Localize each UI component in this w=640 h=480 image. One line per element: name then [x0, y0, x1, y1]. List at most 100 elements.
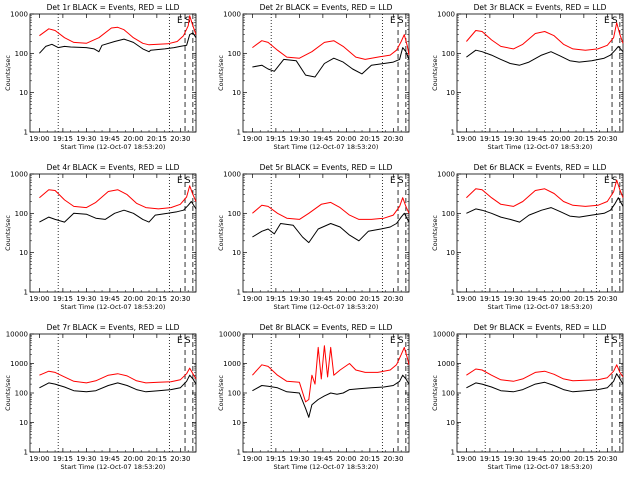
events-series-line: [252, 212, 410, 244]
x-axis-label: Start Time (12-Oct-07 18:53:20): [274, 143, 379, 151]
x-tick-label: 20:00: [336, 295, 356, 303]
y-tick-label: 1: [237, 289, 241, 297]
x-tick-label: 19:30: [76, 135, 96, 143]
x-tick-label: 20:30: [383, 455, 403, 463]
y-tick-label: 10: [232, 89, 241, 97]
events-series-line: [39, 32, 197, 54]
x-tick-label: 19:45: [100, 455, 120, 463]
x-tick-label: 19:30: [503, 295, 523, 303]
y-tick-label: 1000: [10, 360, 28, 368]
x-tick-label: 19:15: [480, 295, 500, 303]
x-tick-label: 19:30: [76, 455, 96, 463]
y-tick-label: 10: [446, 419, 455, 427]
x-tick-label: 20:15: [574, 295, 594, 303]
events-series-line: [466, 197, 624, 223]
marker-e-label: E: [177, 16, 183, 26]
lld-series-line: [39, 367, 197, 384]
x-tick-label: 19:00: [456, 135, 476, 143]
plot-frame: [29, 13, 197, 133]
marker-e-label: E: [604, 176, 610, 186]
marker-e-label: E: [177, 336, 183, 346]
plot-frame: [242, 333, 410, 453]
x-tick-label: 19:15: [266, 295, 286, 303]
panel-2: Det 2r BLACK = Events, RED = LLD 1 10 100 10…: [217, 3, 410, 151]
x-tick-label: 20:15: [360, 455, 380, 463]
x-tick-label: 19:15: [266, 455, 286, 463]
x-axis-label: Start Time (12-Oct-07 18:53:20): [61, 303, 166, 311]
x-tick-label: 19:30: [289, 295, 309, 303]
plot-frame: [456, 173, 624, 293]
panel-8: Det 8r BLACK = Events, RED = LLD 1 10 100 10…: [217, 323, 410, 471]
y-tick-label: 1: [451, 289, 455, 297]
x-tick-label: 20:15: [574, 135, 594, 143]
x-tick-label: 19:00: [456, 455, 476, 463]
events-series-line: [252, 374, 410, 418]
panel-title: Det 8r BLACK = Events, RED = LLD: [260, 323, 393, 332]
y-tick-label: 1: [24, 449, 28, 457]
marker-e-label: E: [390, 336, 396, 346]
y-axis-label: Counts/sec: [4, 55, 12, 91]
x-tick-label: 19:45: [313, 295, 333, 303]
x-tick-label: 19:45: [100, 295, 120, 303]
y-tick-label: 100: [15, 210, 28, 218]
lld-series-line: [466, 364, 624, 382]
y-tick-label: 100: [442, 210, 455, 218]
x-tick-label: 20:30: [597, 135, 617, 143]
panel-title: Det 7r BLACK = Events, RED = LLD: [47, 323, 180, 332]
y-tick-label: 100: [228, 210, 241, 218]
x-tick-label: 19:15: [480, 135, 500, 143]
x-tick-label: 20:00: [550, 455, 570, 463]
x-tick-label: 20:15: [360, 295, 380, 303]
x-tick-label: 19:15: [480, 455, 500, 463]
x-axis-label: Start Time (12-Oct-07 18:53:20): [61, 463, 166, 471]
y-tick-label: 100: [15, 50, 28, 58]
x-tick-label: 19:30: [76, 295, 96, 303]
y-tick-label: 1000: [223, 360, 241, 368]
x-tick-label: 20:15: [147, 455, 167, 463]
y-tick-label: 100: [442, 390, 455, 398]
y-tick-label: 1000: [10, 11, 28, 19]
events-series-line: [39, 201, 197, 223]
x-tick-label: 20:30: [170, 455, 190, 463]
y-tick-label: 10000: [433, 331, 455, 339]
y-tick-label: 1000: [437, 11, 455, 19]
marker-s-label: S: [612, 16, 618, 26]
x-tick-label: 19:15: [266, 135, 286, 143]
x-tick-label: 20:30: [170, 135, 190, 143]
marker-s-label: S: [398, 16, 404, 26]
y-tick-label: 1: [237, 129, 241, 137]
x-tick-label: 20:15: [574, 455, 594, 463]
x-tick-label: 19:45: [313, 455, 333, 463]
marker-s-label: S: [185, 176, 191, 186]
x-tick-label: 19:00: [242, 295, 262, 303]
x-tick-label: 19:30: [503, 135, 523, 143]
x-tick-label: 19:00: [242, 455, 262, 463]
lld-series-line: [39, 15, 197, 46]
y-tick-label: 10: [232, 419, 241, 427]
x-tick-label: 20:15: [147, 135, 167, 143]
panel-title: Det 4r BLACK = Events, RED = LLD: [47, 163, 180, 172]
marker-s-label: S: [612, 336, 618, 346]
y-tick-label: 10: [19, 419, 28, 427]
x-axis-label: Start Time (12-Oct-07 18:53:20): [488, 463, 593, 471]
x-tick-label: 20:00: [550, 295, 570, 303]
x-tick-label: 19:00: [29, 295, 49, 303]
x-tick-label: 20:30: [597, 295, 617, 303]
x-tick-label: 20:30: [597, 455, 617, 463]
panel-9: Det 9r BLACK = Events, RED = LLD 1 10 100 10…: [431, 323, 624, 471]
plot-frame: [29, 173, 197, 293]
marker-s-label: S: [185, 16, 191, 26]
x-tick-label: 20:30: [383, 135, 403, 143]
plot-frame: [242, 13, 410, 133]
y-axis-label: Counts/sec: [4, 215, 12, 251]
x-tick-label: 20:00: [336, 455, 356, 463]
y-axis-label: Counts/sec: [431, 215, 439, 251]
y-tick-label: 1000: [223, 11, 241, 19]
x-axis-label: Start Time (12-Oct-07 18:53:20): [274, 303, 379, 311]
marker-s-label: S: [398, 176, 404, 186]
x-tick-label: 19:45: [100, 135, 120, 143]
x-tick-label: 19:15: [53, 455, 73, 463]
y-tick-label: 1: [24, 289, 28, 297]
x-tick-label: 19:45: [313, 135, 333, 143]
